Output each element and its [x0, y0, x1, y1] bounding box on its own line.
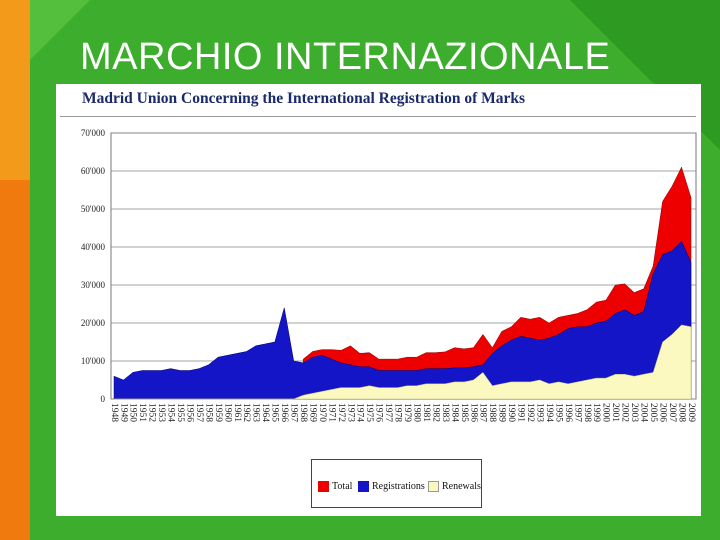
x-tick-label: 1971 — [326, 403, 336, 422]
x-tick-label: 1989 — [497, 403, 507, 422]
x-tick-label: 1963 — [251, 403, 261, 422]
y-tick-label: 60'000 — [81, 166, 106, 176]
x-tick-label: 1966 — [279, 403, 289, 422]
legend-item-renewals: Renewals — [428, 480, 481, 492]
x-tick-label: 1995 — [553, 403, 563, 422]
x-tick-label: 2004 — [639, 403, 649, 422]
x-tick-label: 2003 — [629, 403, 639, 422]
x-tick-label: 1987 — [478, 403, 488, 422]
x-tick-label: 2009 — [686, 403, 696, 422]
x-tick-label: 2007 — [667, 403, 677, 422]
x-tick-label: 1961 — [232, 403, 242, 422]
x-tick-label: 1950 — [128, 403, 138, 422]
x-tick-label: 1957 — [194, 403, 204, 422]
legend-item-total: Total — [318, 480, 352, 492]
legend-label-renewals: Renewals — [442, 480, 481, 492]
x-tick-label: 1953 — [156, 403, 166, 422]
x-tick-label: 1993 — [534, 403, 544, 422]
x-tick-label: 1974 — [355, 403, 365, 422]
y-tick-label: 30'000 — [81, 280, 106, 290]
x-tick-label: 1969 — [307, 403, 317, 422]
x-tick-label: 2008 — [676, 403, 686, 422]
x-tick-label: 1981 — [421, 403, 431, 422]
x-tick-label: 2002 — [620, 403, 630, 422]
series-area-renewals — [114, 324, 692, 400]
x-tick-label: 1948 — [109, 403, 119, 422]
title-divider — [60, 116, 696, 117]
y-tick-label: 20'000 — [81, 318, 106, 328]
x-tick-label: 1964 — [260, 403, 270, 422]
x-tick-label: 1980 — [412, 403, 422, 422]
x-tick-label: 1982 — [430, 403, 440, 422]
legend-item-registrations: Registrations — [358, 480, 425, 492]
x-tick-label: 1962 — [241, 403, 251, 422]
x-tick-label: 1985 — [459, 403, 469, 422]
y-tick-label: 50'000 — [81, 204, 106, 214]
x-tick-label: 2006 — [657, 403, 667, 422]
legend-swatch-registrations — [358, 480, 369, 492]
x-tick-label: 1988 — [487, 403, 497, 422]
x-tick-label: 2005 — [648, 403, 658, 422]
area-chart: 0 10'000 20'000 30'000 40'000 50'000 60'000 70'… — [81, 128, 697, 422]
x-tick-label: 1959 — [213, 403, 223, 422]
slide-title: MARCHIO INTERNAZIONALE — [80, 36, 611, 78]
x-tick-label: 1990 — [506, 403, 516, 422]
x-tick-label: 1999 — [591, 403, 601, 422]
x-tick-label: 1958 — [203, 403, 213, 422]
legend-swatch-renewals — [428, 480, 439, 492]
x-tick-label: 1976 — [374, 403, 384, 422]
y-tick-label: 10'000 — [81, 356, 106, 366]
legend-label-total: Total — [332, 480, 353, 492]
x-tick-label: 2001 — [610, 403, 620, 422]
x-tick-label: 1952 — [147, 403, 157, 422]
x-tick-label: 1986 — [468, 403, 478, 422]
x-tick-label: 1968 — [298, 403, 308, 422]
legend-label-registrations: Registrations — [372, 480, 425, 492]
x-tick-label: 1979 — [402, 403, 412, 422]
x-tick-label: 1949 — [118, 403, 128, 422]
x-tick-label: 1992 — [525, 403, 535, 422]
x-tick-label: 1996 — [563, 403, 573, 422]
x-tick-label: 1970 — [317, 403, 327, 422]
x-tick-label: 1951 — [137, 403, 147, 422]
x-tick-label: 1956 — [184, 403, 194, 422]
x-tick-label: 1984 — [449, 403, 459, 422]
x-tick-label: 1955 — [175, 403, 185, 422]
x-tick-label: 1954 — [166, 403, 176, 422]
x-tick-label: 1997 — [572, 403, 582, 422]
x-tick-label: 1975 — [364, 403, 374, 422]
x-tick-label: 1977 — [383, 403, 393, 422]
legend-swatch-total — [318, 480, 329, 492]
x-tick-label: 1972 — [336, 403, 346, 422]
x-tick-label: 1973 — [345, 403, 355, 422]
y-tick-label: 70'000 — [81, 128, 106, 138]
chart-legend: Total Registrations Renewals — [311, 459, 482, 508]
series-area-registrations — [113, 240, 692, 400]
x-tick-label: 1998 — [582, 403, 592, 422]
x-tick-label: 1991 — [516, 403, 526, 422]
x-tick-label: 1967 — [289, 403, 299, 422]
x-tick-label: 2000 — [601, 403, 611, 422]
y-tick-label: 40'000 — [81, 242, 106, 252]
chart-title: Madrid Union Concerning the Internationa… — [82, 90, 526, 107]
x-tick-label: 1994 — [544, 403, 554, 422]
accent-bar-orange-top — [0, 0, 30, 180]
x-tick-label: 1960 — [222, 403, 232, 422]
decor-corner-left — [30, 0, 90, 60]
x-tick-label: 1978 — [393, 403, 403, 422]
x-tick-label: 1983 — [440, 403, 450, 422]
x-tick-label: 1965 — [270, 403, 280, 422]
y-tick-label: 0 — [101, 394, 106, 404]
